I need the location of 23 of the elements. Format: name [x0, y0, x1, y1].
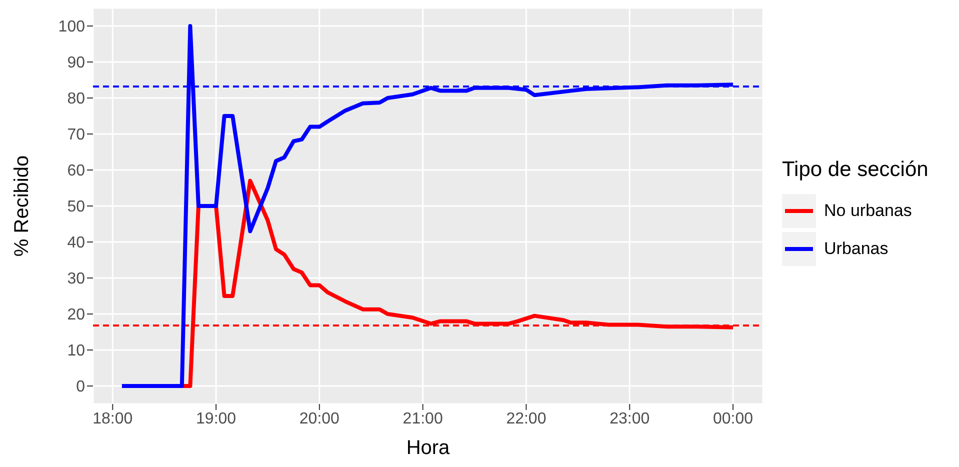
x-tick-label: 20:00: [299, 410, 340, 428]
y-tick-label: 10: [67, 342, 86, 360]
x-tick-label: 18:00: [92, 410, 133, 428]
y-tick-label: 50: [67, 198, 86, 216]
x-axis-title: Hora: [406, 437, 451, 459]
y-tick-label: 0: [76, 378, 86, 396]
legend-title: Tipo de sección: [782, 158, 928, 182]
y-tick-label: 40: [67, 234, 86, 252]
y-axis-title: % Recibido: [11, 155, 34, 257]
legend-label: No urbanas: [824, 201, 912, 221]
legend-label: Urbanas: [824, 239, 888, 259]
x-tick-label: 00:00: [712, 410, 754, 428]
x-tick-label: 23:00: [610, 410, 650, 428]
y-tick-label: 30: [67, 270, 86, 288]
y-tick-label: 70: [67, 126, 86, 144]
y-tick-label: 90: [67, 54, 86, 72]
x-tick-label: 19:00: [196, 410, 236, 428]
x-tick-label: 21:00: [402, 410, 443, 428]
x-tick-label: 22:00: [506, 410, 546, 428]
y-tick-label: 60: [67, 162, 86, 180]
y-tick-label: 20: [67, 306, 86, 324]
y-tick-label: 100: [58, 18, 86, 36]
y-tick-label: 80: [67, 90, 86, 108]
